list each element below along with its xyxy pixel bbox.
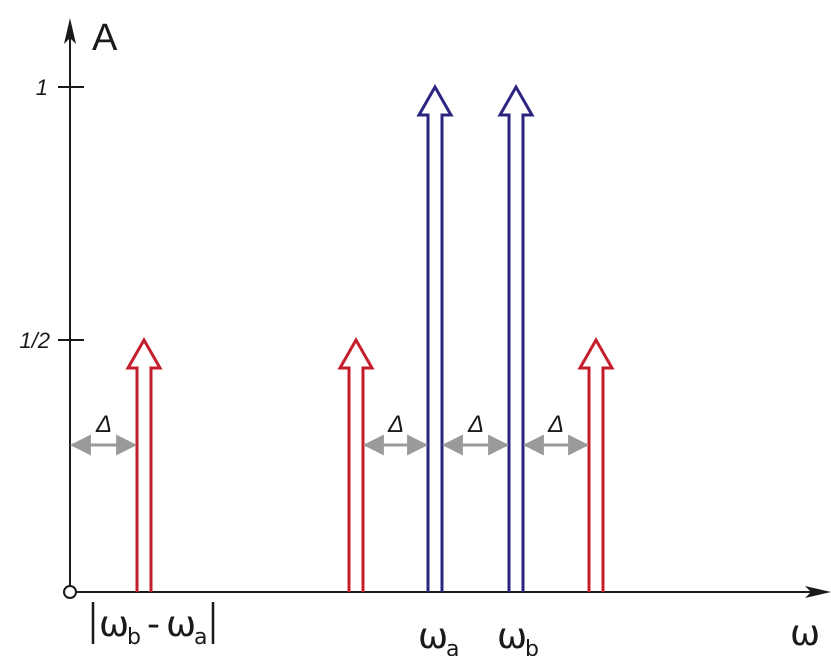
spectral-line-upper-sideband <box>577 336 615 592</box>
label-omega-a: ω a <box>418 616 459 656</box>
x-axis-title: ω <box>790 613 820 654</box>
y-axis-title: A <box>92 17 118 59</box>
spectral-line-omega-b <box>497 83 535 592</box>
label-omega-b: ω b <box>497 616 539 656</box>
x-axis-labels: ω b - ω a ω a ω b <box>91 602 539 656</box>
spectral-lines <box>125 83 615 592</box>
label-diff-minus: - <box>147 604 160 645</box>
delta-label-4: Δ <box>547 411 564 438</box>
label-diff-omega-a: ω <box>166 604 196 645</box>
label-frequency-difference: ω b - ω a <box>91 602 215 650</box>
y-tick-label-1: 1 <box>36 75 48 100</box>
y-axis-arrow-icon <box>64 18 76 44</box>
spectral-line-omega-a <box>416 83 454 592</box>
label-omega-a-symbol: ω <box>418 616 448 656</box>
x-axis-arrow-icon <box>805 586 831 598</box>
label-omega-b-sub: b <box>525 637 539 656</box>
y-tick-label-half: 1/2 <box>19 328 50 353</box>
label-diff-sub-a: a <box>194 625 207 650</box>
label-omega-b-symbol: ω <box>497 616 527 656</box>
label-omega-a-sub: a <box>446 637 459 656</box>
delta-label-1: Δ <box>95 411 112 438</box>
origin-marker <box>63 585 77 599</box>
spectral-line-lower-sideband <box>337 336 375 592</box>
label-diff-omega-b: ω <box>99 604 129 645</box>
delta-label-3: Δ <box>467 411 484 438</box>
delta-arrows: Δ Δ Δ Δ <box>69 411 590 456</box>
delta-label-2: Δ <box>387 411 404 438</box>
label-diff-sub-b: b <box>127 625 141 650</box>
spectral-line-difference <box>125 336 163 592</box>
axes: 1 1/2 A ω <box>19 17 831 654</box>
